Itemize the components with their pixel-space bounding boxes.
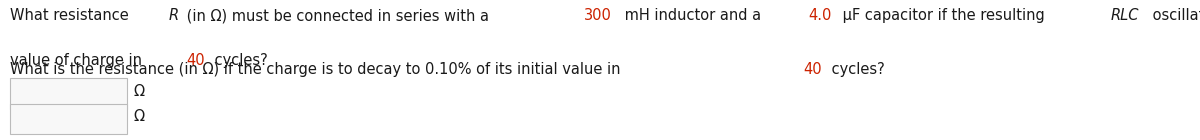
Text: cycles?: cycles? [827, 62, 886, 77]
Text: 300: 300 [584, 8, 612, 23]
Text: oscillating circuit is to decay to 50% of its initial: oscillating circuit is to decay to 50% o… [1147, 8, 1200, 23]
Text: mH inductor and a: mH inductor and a [620, 8, 766, 23]
FancyBboxPatch shape [10, 104, 127, 134]
Text: What resistance: What resistance [10, 8, 133, 23]
Text: 40: 40 [803, 62, 822, 77]
FancyBboxPatch shape [10, 78, 127, 109]
Text: cycles?: cycles? [210, 53, 268, 68]
Text: value of charge in: value of charge in [10, 53, 146, 68]
Text: RLC: RLC [1111, 8, 1139, 23]
Text: 4.0: 4.0 [808, 8, 832, 23]
Text: What is the resistance (in Ω) if the charge is to decay to 0.10% of its initial : What is the resistance (in Ω) if the cha… [10, 62, 625, 77]
Text: Ω: Ω [133, 83, 144, 99]
Text: R: R [169, 8, 179, 23]
Text: (in Ω) must be connected in series with a: (in Ω) must be connected in series with … [182, 8, 493, 23]
Text: Ω: Ω [133, 109, 144, 124]
Text: 40: 40 [186, 53, 204, 68]
Text: μF capacitor if the resulting: μF capacitor if the resulting [838, 8, 1050, 23]
